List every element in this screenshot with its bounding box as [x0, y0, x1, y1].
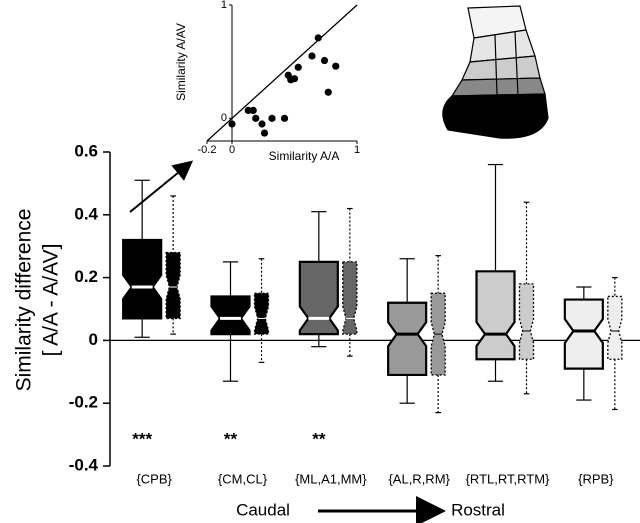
box	[298, 260, 339, 336]
box	[563, 298, 604, 370]
scatter-point	[320, 56, 329, 65]
scatter-point	[260, 129, 269, 137]
x-tick-label: {AL,R,RM}	[388, 471, 450, 486]
y-tick-label: 0.6	[74, 141, 98, 160]
x-tick-label: {CM,CL}	[218, 471, 268, 486]
box	[165, 251, 181, 320]
x-tick-label: {RTL,RT,RTM}	[466, 471, 550, 486]
inset-x-tick-label: -0.2	[198, 144, 217, 156]
scatter-point	[249, 106, 257, 114]
y-tick-label: -0.4	[69, 455, 99, 474]
scatter-point	[290, 75, 299, 83]
inset-x-tick-label: 0	[229, 144, 235, 156]
scatter-point	[252, 114, 260, 122]
y-axis-label: [ A/A - A/AV]	[40, 244, 63, 357]
box	[518, 283, 535, 360]
significance: ***	[132, 429, 152, 448]
inset-y-label: Similarity A/AV	[174, 23, 188, 101]
scatter-point	[324, 88, 332, 96]
x-tick-label: {CPB}	[136, 471, 172, 486]
identity-line	[206, 4, 358, 142]
inset-x-tick-label: 1	[354, 144, 360, 156]
scatter-point	[314, 34, 322, 42]
inset-y-tick-label: 1	[221, 0, 227, 11]
inset-y-tick-label: 0	[221, 112, 227, 124]
y-axis-label: Similarity difference	[13, 209, 36, 392]
inset-arrow	[129, 160, 194, 213]
scatter-point	[268, 114, 276, 122]
box	[607, 295, 623, 360]
box	[475, 270, 516, 361]
scatter-point	[308, 52, 316, 60]
scatter-point	[280, 114, 289, 122]
direction-label: Rostral	[451, 500, 505, 519]
scatter-point	[258, 120, 266, 128]
box	[342, 261, 358, 335]
scatter-point	[244, 106, 252, 114]
brain-icon	[442, 5, 549, 139]
y-tick-label: 0.2	[74, 267, 98, 286]
inset-x-label: Similarity A/A	[269, 149, 340, 163]
box	[387, 301, 428, 377]
y-tick-label: 0.4	[74, 204, 98, 223]
y-tick-label: 0	[89, 330, 98, 349]
direction-label: Caudal	[236, 500, 290, 519]
scatter-point	[332, 62, 340, 70]
box	[253, 292, 270, 335]
box	[122, 238, 163, 320]
y-tick-label: -0.2	[69, 393, 98, 412]
significance: **	[224, 429, 238, 448]
x-tick-label: {ML,A1,MM}	[295, 471, 367, 486]
scatter-point	[228, 120, 236, 128]
box	[210, 295, 251, 336]
significance: **	[312, 429, 326, 448]
scatter-point	[294, 63, 302, 71]
x-tick-label: {RPB}	[578, 471, 614, 486]
